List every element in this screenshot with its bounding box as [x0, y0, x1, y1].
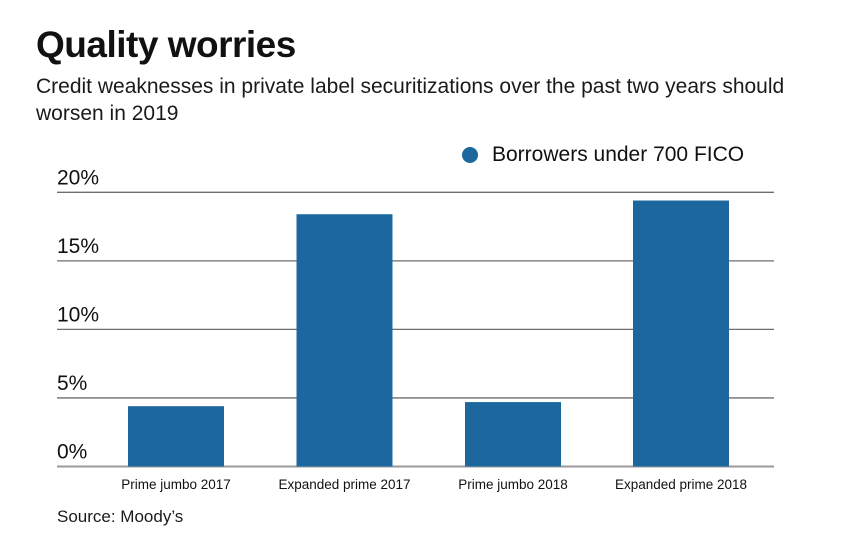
- y-tick-label: 20%: [57, 166, 99, 189]
- source-note: Source: Moody’s: [57, 507, 184, 526]
- x-axis-labels: Prime jumbo 2017 Expanded prime 2017 Prime…: [121, 477, 747, 492]
- legend-label: Borrowers under 700 FICO: [492, 143, 745, 166]
- legend-marker-icon: [462, 147, 478, 163]
- y-axis-labels: 0% 5% 10% 15% 20%: [57, 166, 99, 463]
- x-tick-label: Expanded prime 2018: [615, 477, 747, 492]
- bar: [128, 406, 224, 467]
- legend: Borrowers under 700 FICO: [462, 143, 744, 167]
- x-tick-label: Prime jumbo 2018: [458, 477, 568, 492]
- x-tick-label: Prime jumbo 2017: [121, 477, 231, 492]
- y-tick-label: 5%: [57, 372, 87, 395]
- bar: [633, 200, 729, 467]
- chart-subtitle: Credit weaknesses in private label secur…: [36, 75, 785, 125]
- x-tick-label: Expanded prime 2017: [278, 477, 410, 492]
- bars: [128, 200, 729, 467]
- chart-title: Quality worries: [36, 24, 296, 65]
- y-tick-label: 10%: [57, 303, 99, 326]
- bar: [465, 402, 561, 467]
- y-tick-label: 15%: [57, 235, 99, 258]
- y-tick-label: 0%: [57, 441, 87, 464]
- bar: [296, 214, 393, 467]
